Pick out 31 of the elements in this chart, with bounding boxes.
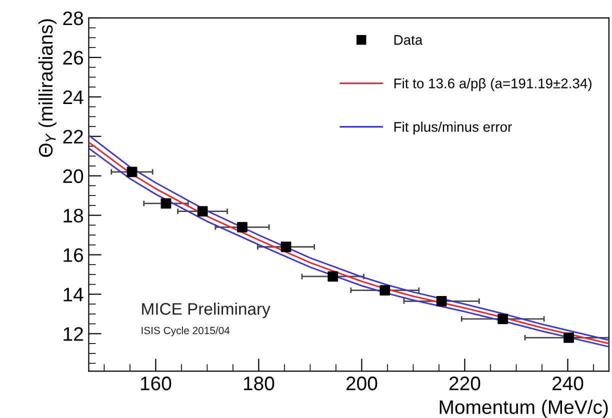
y-tick-label: 20 (63, 169, 84, 184)
y-tick-label: 26 (63, 50, 84, 65)
point (160, 198, 172, 209)
y-tick-label: 22 (63, 130, 83, 144)
point (380, 285, 390, 296)
x-tick-label: 180 (244, 376, 274, 390)
legend-label: Fit plus/minus error (394, 122, 512, 135)
y-tick-label: 28 (63, 11, 84, 26)
y-tick-label: 12 (64, 327, 83, 341)
x-tick-label: 160 (140, 376, 172, 390)
y-axis-title: Θ$_{Y}$ (milliradians) (38, 19, 57, 157)
point (436, 296, 447, 306)
y-tick-label: 14 (64, 288, 84, 302)
y-tick-label: 18 (64, 208, 84, 223)
legend-label: Data (394, 35, 423, 45)
point (237, 222, 248, 232)
x-tick-label: 200 (346, 376, 378, 390)
annotation: ISIS Cycle 2015/04 (142, 326, 230, 336)
x-tick-label: 220 (449, 376, 480, 390)
point (328, 271, 338, 282)
y-tick-label: 24 (63, 90, 84, 104)
annotation: MICE Preliminary (142, 302, 270, 318)
point (197, 206, 208, 217)
x-tick-label: 240 (552, 376, 584, 390)
x-axis-title: Momentum (MeV/c) (440, 400, 608, 418)
point (498, 314, 508, 324)
point (280, 242, 292, 252)
point (126, 166, 138, 178)
point (564, 332, 574, 343)
y-tick-label: 16 (64, 248, 84, 262)
legend-label: Fit to 13.6 a/pβ (a=191.19±2.34) (394, 78, 592, 92)
